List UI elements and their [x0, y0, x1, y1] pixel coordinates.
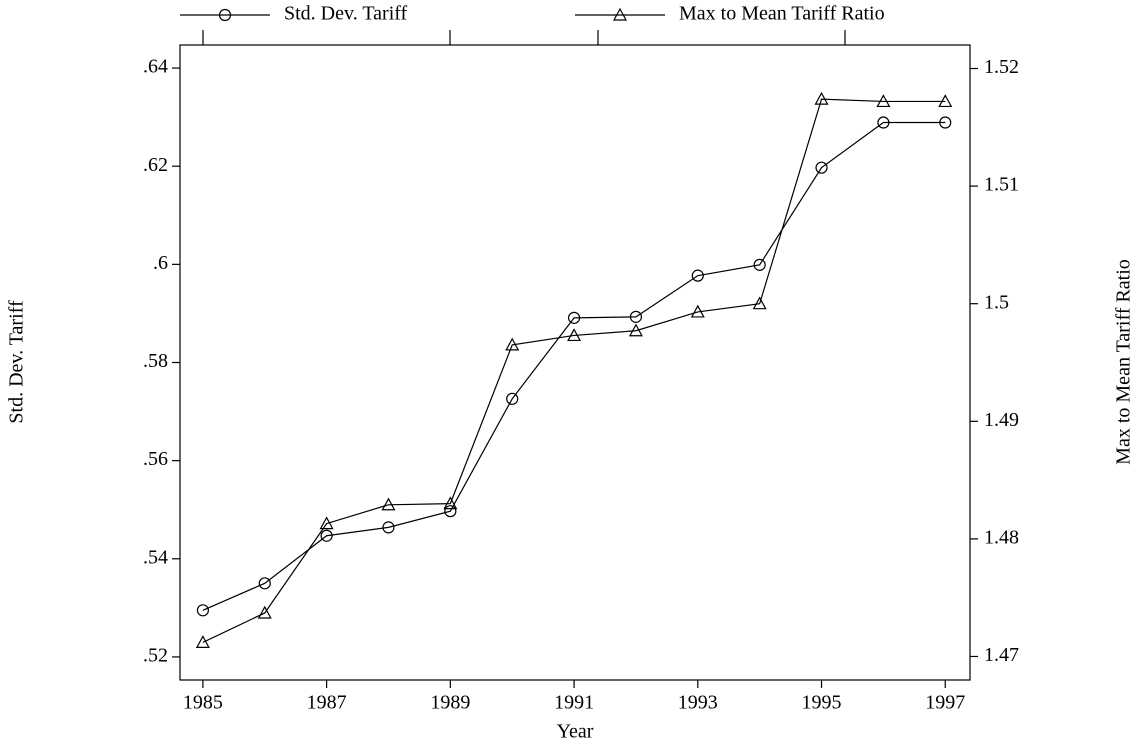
point-marker: [938, 94, 953, 108]
point-marker: [939, 116, 952, 129]
point-marker: [320, 529, 333, 542]
point-marker: [258, 577, 271, 590]
y-tick-label: .54: [143, 546, 168, 568]
plot-frame: [179, 44, 971, 681]
point-marker: [443, 496, 458, 510]
y2-tick-label: 1.47: [984, 644, 1019, 666]
legend-marker: [612, 7, 628, 21]
series-line: [202, 121, 946, 611]
y2-axis-label: Max to Mean Tariff Ratio: [1113, 259, 1135, 465]
point-marker: [629, 310, 643, 323]
y2-tick-label: 1.5: [984, 291, 1009, 313]
y-axis-label: Std. Dev. Tariff: [6, 300, 28, 424]
y2-tick-label: 1.48: [984, 526, 1019, 548]
point-marker: [690, 304, 705, 318]
point-marker: [815, 161, 828, 174]
y-tick-label: .6: [153, 252, 168, 274]
x-tick-label: 1995: [802, 692, 842, 714]
x-tick-label: 1989: [430, 692, 470, 714]
point-marker: [814, 91, 829, 105]
x-tick-label: 1997: [925, 692, 965, 714]
series-line: [202, 98, 946, 643]
point-marker: [506, 392, 519, 405]
y-tick-label: .52: [143, 645, 168, 667]
point-marker: [691, 269, 704, 282]
point-marker: [628, 323, 643, 337]
point-marker: [876, 94, 891, 108]
point-marker: [753, 258, 766, 271]
x-tick-label: 1985: [183, 692, 223, 714]
y-tick-label: .58: [143, 350, 168, 372]
x-tick-label: 1987: [307, 692, 347, 714]
y2-tick-label: 1.52: [984, 56, 1019, 78]
y2-tick-label: 1.51: [984, 174, 1019, 196]
y-tick-label: .62: [143, 154, 168, 176]
point-marker: [567, 311, 581, 324]
point-marker: [752, 296, 767, 310]
point-marker: [382, 521, 395, 534]
legend-label: Std. Dev. Tariff: [284, 3, 408, 25]
point-marker: [257, 605, 272, 619]
y2-tick-label: 1.49: [984, 409, 1019, 431]
point-marker: [381, 497, 396, 511]
x-axis-label: Year: [557, 721, 594, 743]
x-tick-label: 1991: [554, 692, 594, 714]
legend-label: Max to Mean Tariff Ratio: [679, 3, 885, 25]
point-marker: [319, 516, 334, 530]
point-marker: [567, 328, 582, 342]
y-tick-label: .64: [143, 56, 168, 78]
point-marker: [444, 505, 457, 518]
legend-marker: [218, 8, 232, 22]
point-marker: [196, 604, 209, 617]
x-tick-label: 1993: [678, 692, 718, 714]
point-marker: [877, 116, 890, 129]
point-marker: [505, 337, 520, 351]
y-tick-label: .56: [143, 448, 168, 470]
point-marker: [195, 635, 210, 648]
